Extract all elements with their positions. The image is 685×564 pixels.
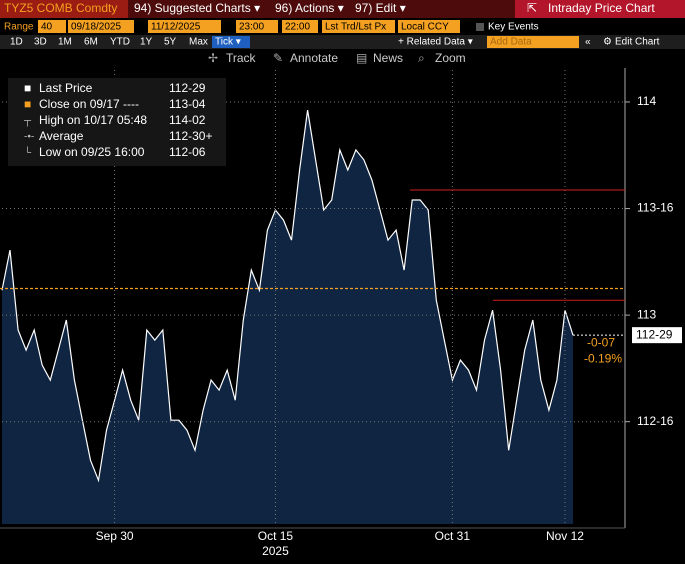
input-value[interactable]: Local CCY [401, 22, 449, 33]
range-button[interactable]: Tick ▾ [215, 37, 241, 48]
button-active[interactable] [212, 36, 250, 48]
tool[interactable]: Track [226, 51, 257, 65]
range-button[interactable]: 3D [34, 37, 47, 48]
input-value[interactable]: 40 [41, 22, 53, 33]
x-tick-label: Oct 15 [258, 529, 294, 543]
legend-value: 112-06 [169, 145, 206, 159]
add-data[interactable]: Add Data [490, 37, 532, 48]
legend-icon: ┬ [23, 116, 32, 127]
range-button[interactable]: 6M [84, 37, 98, 48]
ticker-box[interactable] [0, 0, 128, 18]
y-tick-label: 112-16 [637, 414, 674, 428]
menu-bar [0, 0, 685, 18]
tool[interactable]: Annotate [290, 51, 338, 65]
range-button[interactable]: 1D [10, 37, 23, 48]
legend-box [8, 78, 226, 166]
icon: ✎ [273, 51, 283, 65]
ticker[interactable]: TYZ5 COMB Comdty [4, 1, 117, 15]
last-price-label: 112-29 [636, 327, 673, 341]
legend-label[interactable]: Close on 09/17 ---- [39, 97, 139, 111]
page-title: Intraday Price Chart [548, 1, 655, 15]
icon: ⌕ [418, 51, 425, 65]
input-box[interactable] [68, 20, 134, 33]
input-box[interactable] [236, 20, 278, 33]
related-data[interactable]: + Related Data ▾ [398, 37, 473, 48]
range-button[interactable]: 1Y [140, 37, 153, 48]
last-price-box [632, 327, 682, 344]
legend-icon: └ [24, 146, 32, 159]
y-tick-label: 113-16 [637, 201, 674, 215]
checkbox[interactable] [476, 23, 484, 31]
legend-value: 114-02 [169, 113, 206, 127]
area-fill [2, 110, 573, 524]
input-box[interactable] [148, 20, 221, 33]
year-label: 2025 [262, 544, 289, 558]
menu[interactable]: 97) Edit ▾ [355, 1, 406, 15]
range-button[interactable]: 5Y [164, 37, 177, 48]
menu[interactable]: 94) Suggested Charts ▾ [134, 1, 260, 15]
menu[interactable]: 96) Actions ▾ [275, 1, 344, 15]
range-bar [0, 35, 685, 49]
input-box[interactable] [398, 20, 460, 33]
range-label: Range [4, 22, 34, 33]
y-tick-label: 113 [637, 307, 656, 321]
input-value[interactable]: 11/12/2025 [151, 22, 201, 33]
legend-value: 112-30+ [169, 129, 212, 143]
legend-label[interactable]: Last Price [39, 81, 93, 95]
legend-label[interactable]: Average [39, 129, 84, 143]
input-value[interactable]: 09/18/2025 [71, 22, 121, 33]
legend-value: 112-29 [169, 81, 206, 95]
legend-icon: ■ [24, 81, 31, 95]
icon: ⚙ [603, 37, 612, 48]
input-value[interactable]: Lst Trd/Lst Px [325, 22, 386, 33]
legend-label[interactable]: High on 10/17 05:48 [39, 113, 147, 127]
range-button[interactable]: YTD [110, 37, 130, 48]
input-box[interactable] [38, 20, 66, 33]
x-tick-label: Oct 31 [435, 529, 471, 543]
x-tick-label: Sep 30 [96, 529, 134, 543]
range-button[interactable]: 1M [58, 37, 72, 48]
range-button[interactable]: Max [189, 37, 208, 48]
x-tick-label: Nov 12 [546, 529, 584, 543]
input-box[interactable] [282, 20, 318, 33]
legend-label[interactable]: Low on 09/25 16:00 [39, 145, 145, 159]
collapse[interactable]: « [585, 37, 591, 48]
edit-chart[interactable]: Edit Chart [615, 37, 660, 48]
add-data-box[interactable] [487, 36, 579, 48]
title-box [515, 0, 685, 18]
price-line [1, 110, 574, 483]
tool[interactable]: News [373, 51, 403, 65]
legend-icon: -•- [24, 132, 34, 143]
input-box[interactable] [322, 20, 395, 33]
legend-value: 113-04 [169, 97, 206, 111]
legend-icon: ■ [24, 97, 31, 111]
tool[interactable]: Zoom [435, 51, 466, 65]
change-label: -0-07 [587, 335, 615, 349]
input-value[interactable]: 23:00 [239, 22, 264, 33]
y-tick-label: 114 [637, 94, 656, 108]
icon: ✢ [208, 51, 218, 65]
icon: ⇱ [527, 1, 537, 15]
icon: ▤ [356, 51, 367, 65]
input-value[interactable]: 22:00 [285, 22, 310, 33]
key-events[interactable]: Key Events [488, 22, 539, 33]
change-label: -0.19% [584, 351, 622, 365]
